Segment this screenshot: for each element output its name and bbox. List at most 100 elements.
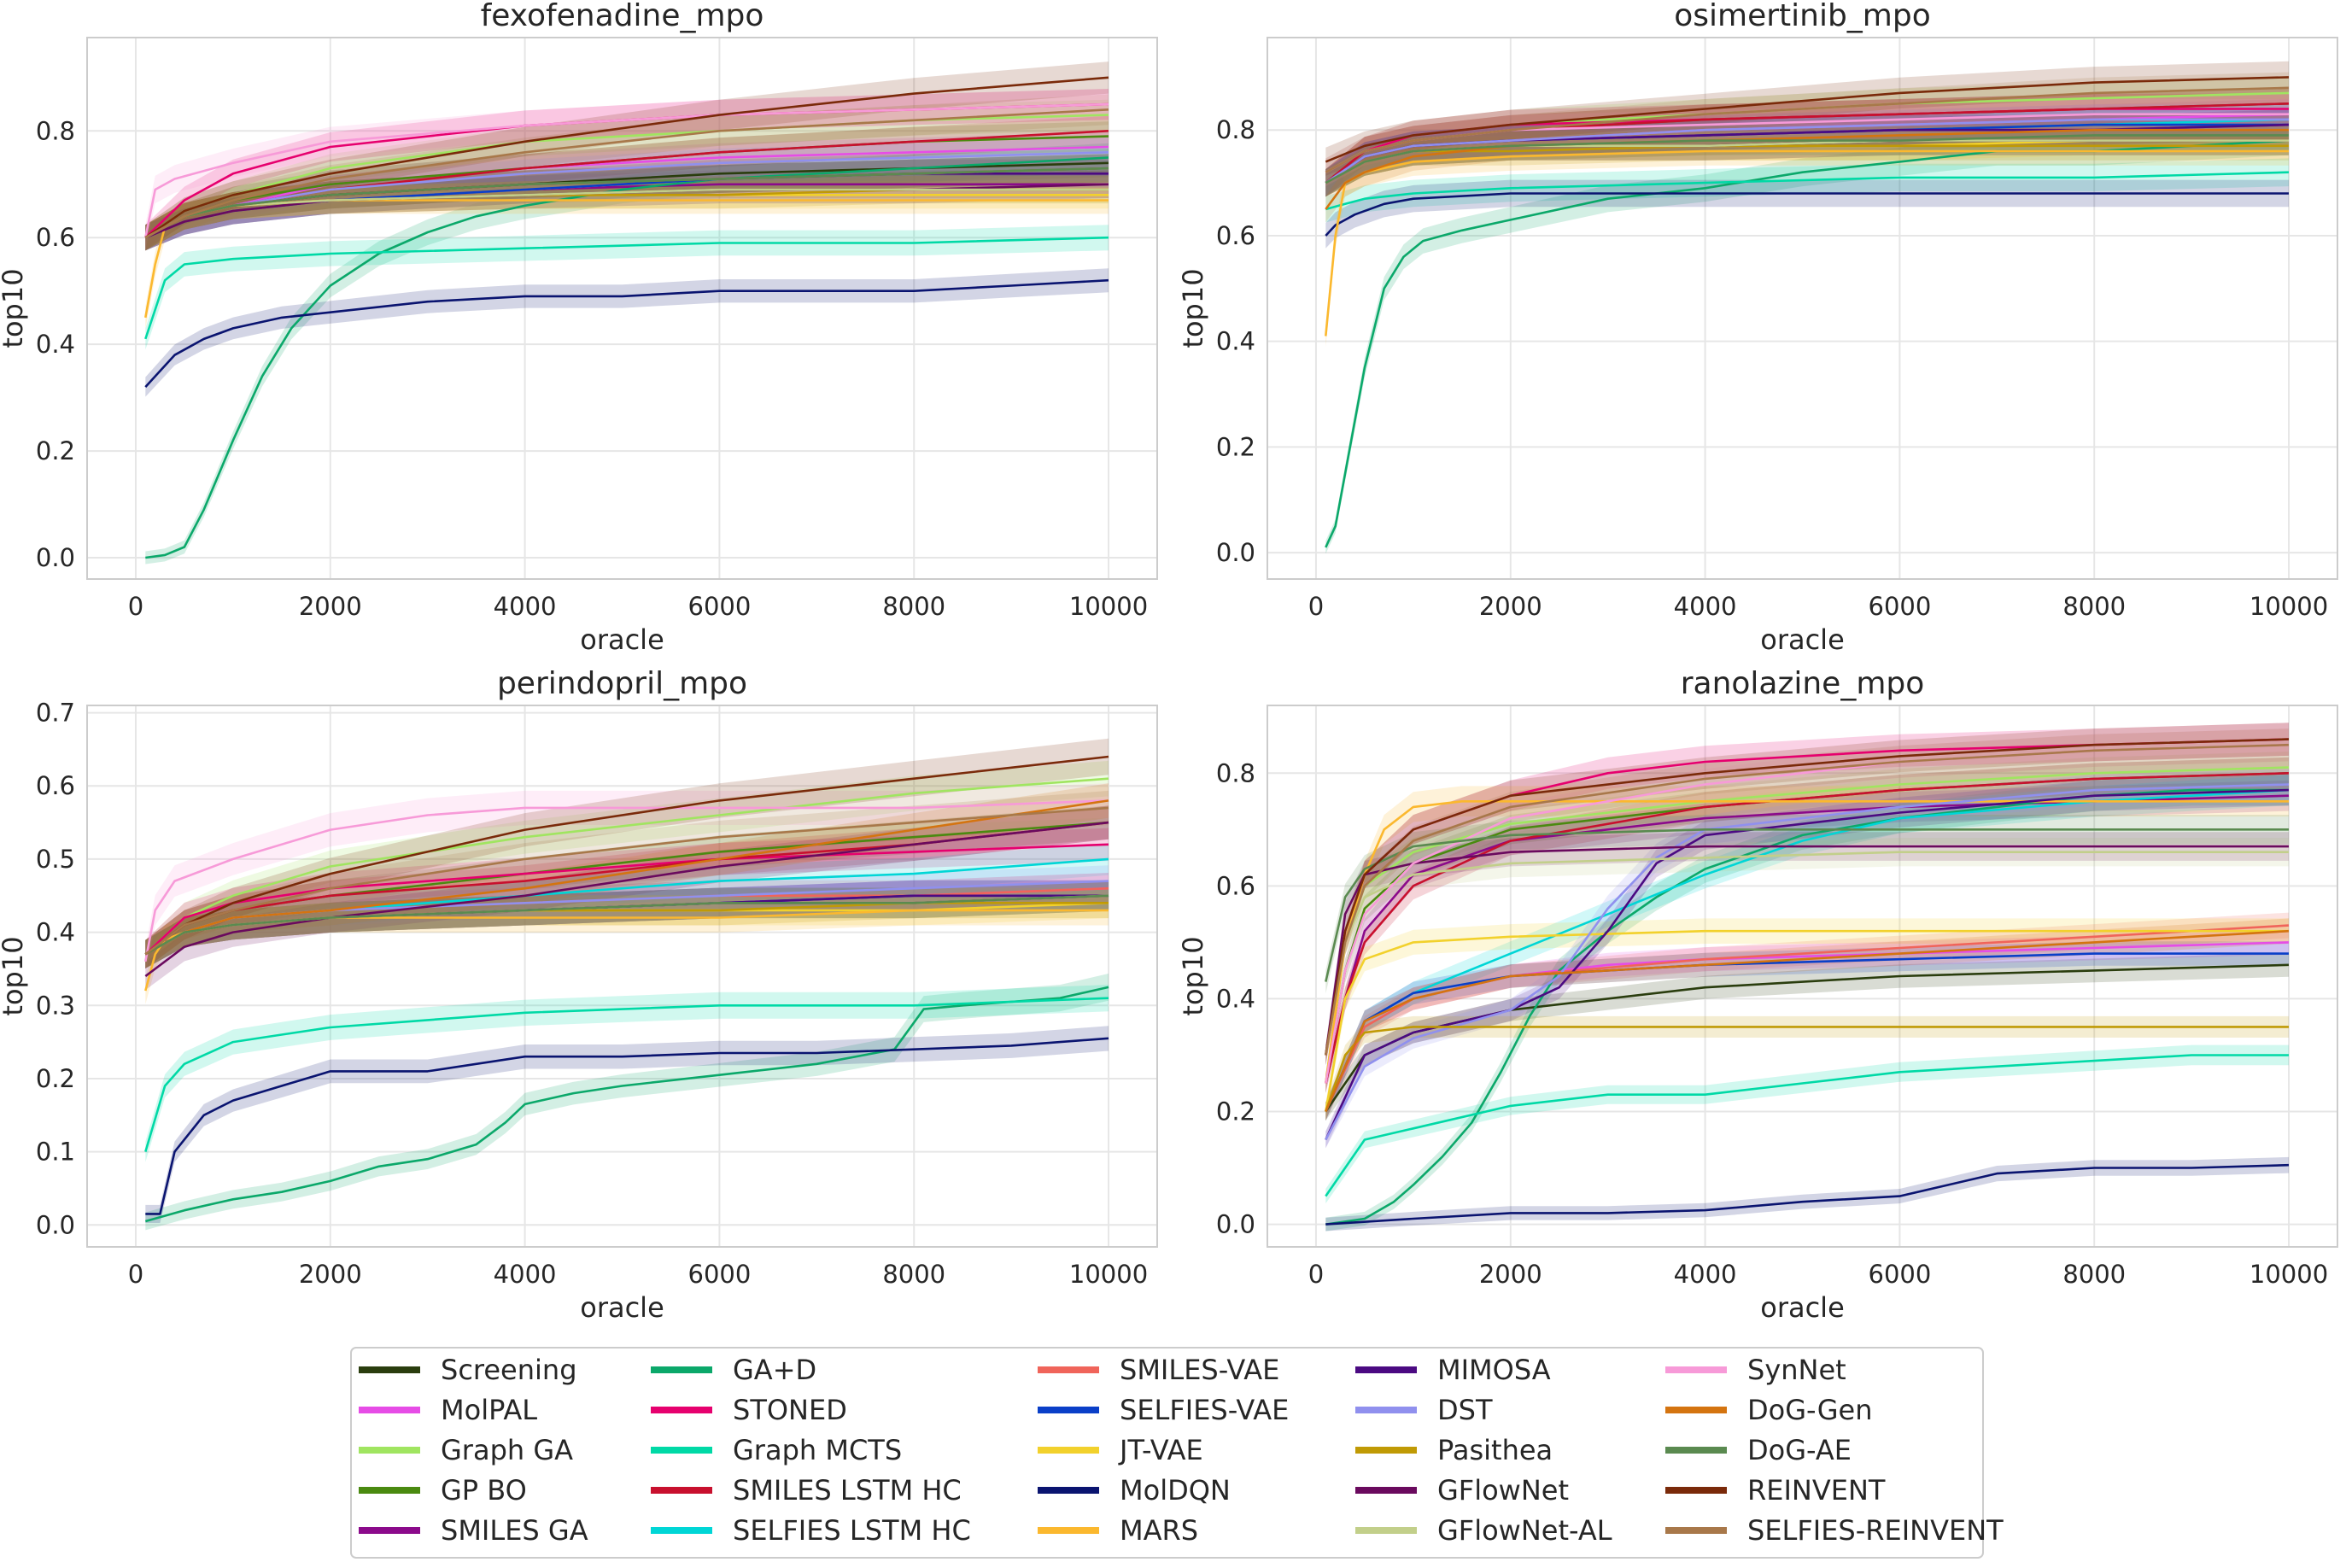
x-tick-label: 0 (128, 1260, 143, 1289)
series-line (1325, 1054, 2289, 1197)
x-tick-label: 4000 (1674, 592, 1737, 621)
y-tick-label: 0.8 (1216, 758, 1255, 787)
series-line (1325, 924, 2290, 1113)
series-band (1325, 728, 2289, 1093)
series-band (145, 89, 1109, 251)
legend-item: Pasithea (1355, 1434, 1553, 1466)
series-line (1325, 828, 2289, 982)
legend-label: Pasithea (1437, 1434, 1553, 1466)
legend-item: GP BO (359, 1474, 527, 1507)
series-band (145, 805, 1109, 991)
legend-label: MolPAL (441, 1394, 537, 1426)
legend-item: REINVENT (1665, 1474, 1886, 1507)
x-tick-label: 2000 (1479, 592, 1542, 621)
series-band (145, 94, 1109, 251)
x-tick-label: 4000 (1674, 1260, 1737, 1289)
series-line (1325, 134, 2289, 184)
x-axis-label: oracle (1760, 1291, 1845, 1324)
series-line (1325, 86, 2290, 173)
y-tick-label: 0.0 (1216, 538, 1255, 567)
series-line (1325, 171, 2290, 211)
series-line (144, 76, 1109, 239)
legend-label: SMILES LSTM HC (733, 1474, 962, 1507)
series-line (1325, 845, 2289, 1056)
series-band (145, 154, 1109, 251)
y-tick-label: 0.2 (36, 436, 75, 465)
series-band (145, 828, 1109, 968)
series-band (145, 115, 1109, 251)
legend-item: Screening (359, 1354, 577, 1386)
series-band (145, 143, 1109, 565)
y-tick-label: 0.4 (1216, 984, 1255, 1013)
x-tick-label: 6000 (688, 592, 752, 621)
legend-item: MolDQN (1038, 1474, 1231, 1507)
panel-1: 0 2000 4000 6000 8000 10000 0.0 0.2 0.4 0.6 0.8 fex… (0, 0, 1158, 656)
series-line (1325, 772, 2290, 1084)
legend-label: SMILES GA (441, 1514, 588, 1547)
series-group (144, 61, 1109, 565)
legend-item: DST (1355, 1394, 1493, 1426)
chart-title: ranolazine_mpo (1681, 666, 1925, 701)
series-band (145, 225, 1109, 350)
x-axis-label: oracle (1760, 623, 1845, 656)
series-line (144, 278, 1109, 388)
x-tick-label: 6000 (688, 1260, 752, 1289)
series-line (145, 156, 1109, 559)
axes-frame (1267, 37, 2338, 580)
axes-frame (86, 37, 1158, 580)
legend-item: GFlowNet (1355, 1474, 1569, 1507)
legend-item: DoG-AE (1665, 1434, 1852, 1466)
chart-title: osimertinib_mpo (1674, 0, 1931, 33)
series-band (145, 760, 1109, 968)
series-band (1325, 137, 2289, 347)
series-band (145, 154, 1109, 251)
series-band (145, 154, 1109, 251)
series-line (145, 1037, 1109, 1215)
x-tick-label: 10000 (1069, 1260, 1148, 1289)
legend-label: MolDQN (1120, 1474, 1231, 1507)
y-tick-label: 0.0 (36, 1210, 75, 1239)
series-band (1325, 723, 2289, 1066)
legend-label: Screening (441, 1354, 577, 1386)
y-tick-label: 0.0 (1216, 1210, 1255, 1239)
series-line (1325, 738, 2290, 1056)
legend-label: DoG-Gen (1747, 1394, 1873, 1426)
legend-label: Graph GA (441, 1434, 573, 1466)
y-tick-label: 0.2 (1216, 1097, 1255, 1126)
series-line (1325, 1163, 2290, 1226)
x-tick-label: 6000 (1869, 1260, 1932, 1289)
x-tick-label: 2000 (299, 592, 362, 621)
legend-item: JT-VAE (1038, 1434, 1203, 1466)
legend-label: DST (1437, 1394, 1493, 1426)
series-band (145, 783, 1109, 976)
series-band (145, 61, 1109, 251)
y-axis-label: top10 (0, 936, 29, 1015)
series-band (1325, 61, 2289, 176)
y-tick-label: 0.2 (36, 1064, 75, 1093)
series-band (1325, 72, 2289, 187)
legend-label: GP BO (441, 1474, 527, 1507)
legend-item: SMILES-VAE (1038, 1354, 1279, 1386)
legend-label: MARS (1120, 1514, 1198, 1547)
series-band (1325, 752, 2289, 1093)
chart-title: fexofenadine_mpo (481, 0, 764, 33)
panel-2: 0 2000 4000 6000 8000 10000 0.0 0.2 0.4 0.6 0.8 osi… (1177, 0, 2338, 656)
legend-label: GFlowNet (1437, 1474, 1569, 1507)
y-tick-label: 0.2 (1216, 432, 1255, 461)
legend-label: STONED (733, 1394, 847, 1426)
y-tick-label: 0.6 (36, 223, 75, 252)
y-axis-label: top10 (1177, 936, 1209, 1015)
series-band (1325, 131, 2289, 197)
legend-item: STONED (651, 1394, 847, 1426)
series-line (144, 806, 1109, 956)
legend-item: MARS (1038, 1514, 1198, 1547)
series-line (1325, 788, 2289, 1226)
series-band (145, 268, 1109, 397)
legend-label: MIMOSA (1437, 1354, 1551, 1386)
series-line (144, 236, 1109, 340)
series-line (144, 997, 1109, 1152)
series-line (1325, 851, 2289, 1056)
series-line (1325, 1026, 2289, 1112)
series-band (1325, 815, 2289, 994)
series-band (1325, 1044, 2289, 1204)
